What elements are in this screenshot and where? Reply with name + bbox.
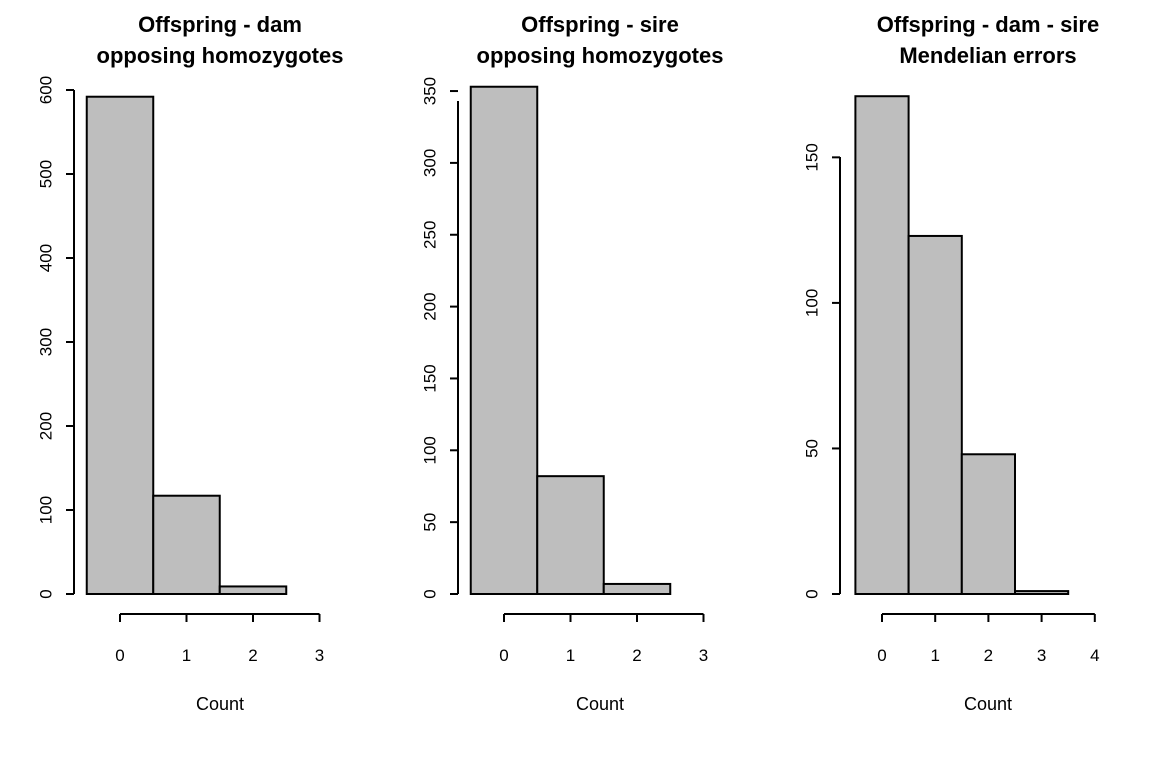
x-axis-title: Count	[196, 694, 244, 714]
histogram-bar	[602, 582, 672, 595]
chart-title-line-2: Mendelian errors	[899, 43, 1076, 68]
x-tick-label: 0	[499, 646, 508, 665]
y-tick-label: 250	[421, 221, 440, 249]
x-tick-label: 2	[984, 646, 993, 665]
histogram-panel-1: Offspring - dam opposing homozygotes 0 100 2…	[37, 12, 344, 714]
x-axis-title: Count	[576, 694, 624, 714]
histogram-bar	[536, 475, 605, 595]
x-tick-label: 4	[1090, 646, 1099, 665]
y-tick-label: 0	[37, 589, 56, 598]
x-tick-label: 3	[315, 646, 324, 665]
y-tick-label: 0	[421, 589, 440, 598]
chart-title-line-2: opposing homozygotes	[97, 43, 344, 68]
chart-title-line-1: Offspring - dam	[138, 12, 302, 37]
y-tick-label: 300	[421, 149, 440, 177]
y-tick-label: 150	[803, 143, 822, 171]
y-tick-label: 600	[37, 76, 56, 104]
histogram-bar	[1014, 590, 1070, 595]
x-tick-label: 2	[632, 646, 641, 665]
x-tick-label: 0	[877, 646, 886, 665]
y-tick-label: 150	[421, 364, 440, 392]
x-tick-label: 1	[930, 646, 939, 665]
histogram-bar	[960, 453, 1016, 595]
x-tick-label: 1	[182, 646, 191, 665]
y-tick-label: 50	[421, 513, 440, 532]
chart-title-line-1: Offspring - sire	[521, 12, 679, 37]
x-tick-label: 2	[248, 646, 257, 665]
y-tick-label: 0	[803, 589, 822, 598]
histogram-bar	[469, 85, 539, 595]
y-tick-label: 200	[37, 412, 56, 440]
x-tick-label: 1	[566, 646, 575, 665]
y-tick-label: 100	[803, 289, 822, 317]
chart-title-line-1: Offspring - dam - sire	[877, 12, 1099, 37]
histogram-bar	[854, 95, 910, 596]
y-tick-label: 50	[803, 439, 822, 458]
x-axis-title: Count	[964, 694, 1012, 714]
y-tick-label: 400	[37, 244, 56, 272]
x-tick-label: 3	[1037, 646, 1046, 665]
histogram-bar	[218, 585, 288, 596]
x-tick-label: 3	[699, 646, 708, 665]
y-tick-label: 350	[421, 77, 440, 105]
y-tick-label: 100	[37, 496, 56, 524]
y-tick-label: 300	[37, 328, 56, 356]
y-tick-label: 500	[37, 160, 56, 188]
y-tick-label: 100	[421, 436, 440, 464]
histogram-panel-2: Offspring - sire opposing homozygotes 0 50 1…	[421, 12, 724, 714]
histogram-bar	[152, 494, 221, 595]
histogram-bar	[907, 234, 963, 596]
y-tick-label: 200	[421, 292, 440, 320]
chart-title-line-2: opposing homozygotes	[477, 43, 724, 68]
x-tick-label: 0	[115, 646, 124, 665]
histogram-bar	[85, 95, 155, 595]
histogram-panel-3: Offspring - dam - sire Mendelian errors 0 5…	[803, 12, 1100, 714]
